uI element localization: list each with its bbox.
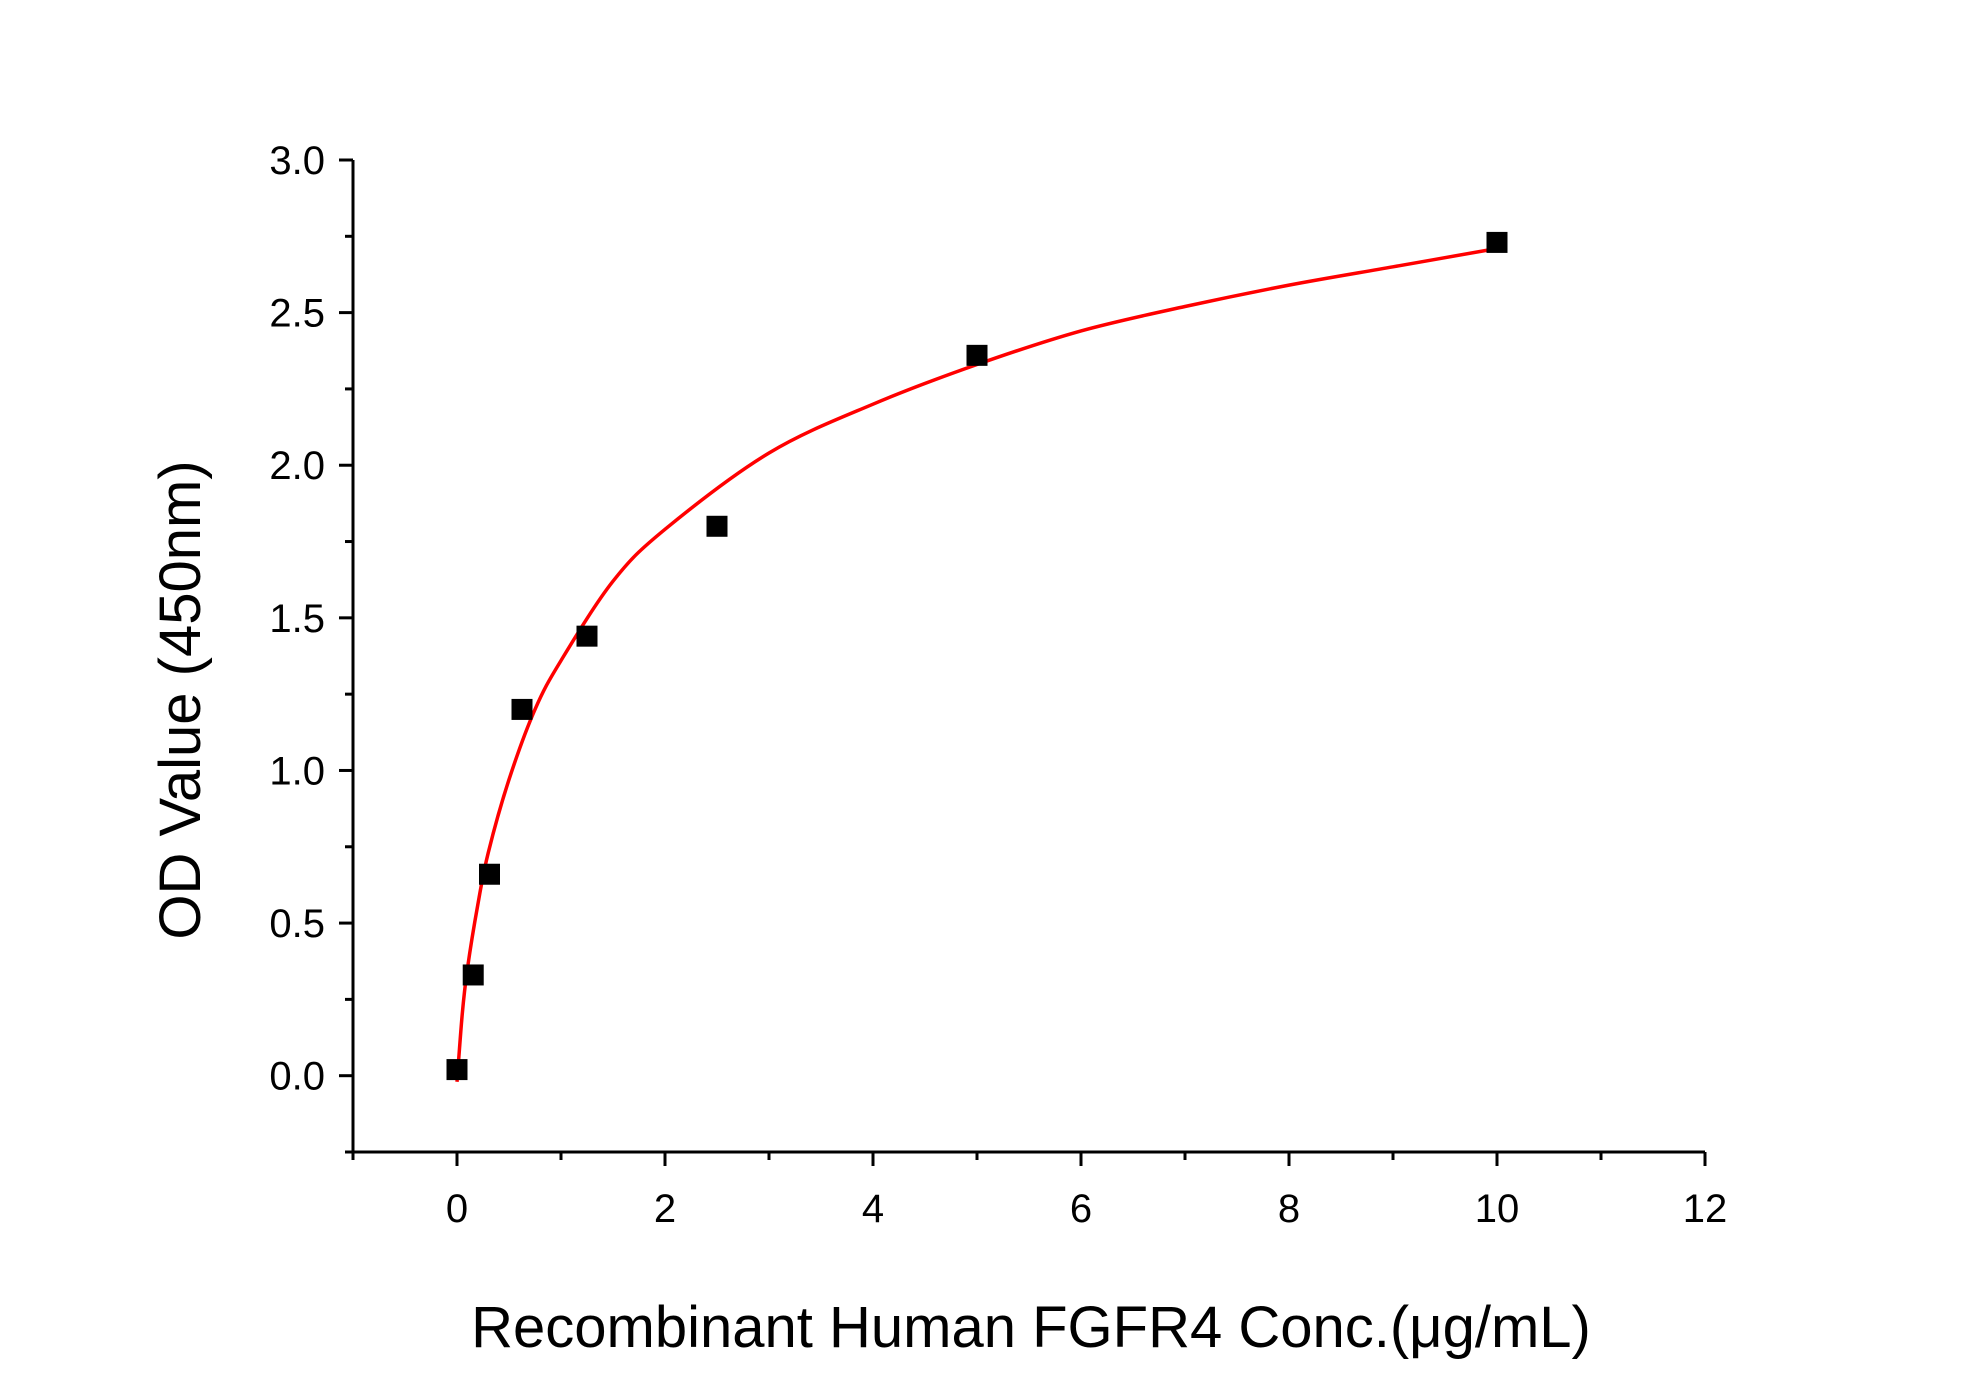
x-tick-label: 10 (1475, 1187, 1520, 1231)
x-tick-label: 6 (1070, 1187, 1092, 1231)
y-tick-label: 0.0 (269, 1055, 325, 1099)
tick-marks (339, 158, 1707, 1166)
data-point (462, 964, 484, 986)
data-points (446, 231, 1508, 1081)
fit-curve (455, 246, 1498, 1082)
data-point (576, 625, 598, 647)
y-tick-label: 0.5 (269, 902, 325, 946)
axes (351, 160, 1705, 1154)
data-point (1486, 231, 1508, 253)
x-tick-label: 0 (446, 1187, 468, 1231)
x-tick-label: 8 (1278, 1187, 1300, 1231)
y-axis-title: OD Value (450nm) (148, 460, 213, 939)
x-axis-title: Recombinant Human FGFR4 Conc.(μg/mL) (471, 1295, 1591, 1360)
tick-labels: 0 2 4 6 8 10 12 0.0 0.5 1.0 1.5 2.0 2.5 3.0 (269, 139, 1727, 1231)
y-tick-label: 1.5 (269, 597, 325, 641)
data-point (479, 863, 500, 885)
data-point (446, 1059, 468, 1081)
x-tick-label: 2 (654, 1187, 676, 1231)
y-tick-label: 1.0 (269, 749, 325, 793)
x-tick-label: 12 (1683, 1187, 1728, 1231)
data-point (706, 515, 728, 537)
data-point (966, 344, 988, 366)
y-tick-label: 2.5 (269, 292, 325, 336)
data-point (511, 698, 533, 720)
y-tick-label: 2.0 (269, 444, 325, 488)
y-tick-label: 3.0 (269, 139, 325, 183)
x-tick-label: 4 (862, 1187, 884, 1231)
